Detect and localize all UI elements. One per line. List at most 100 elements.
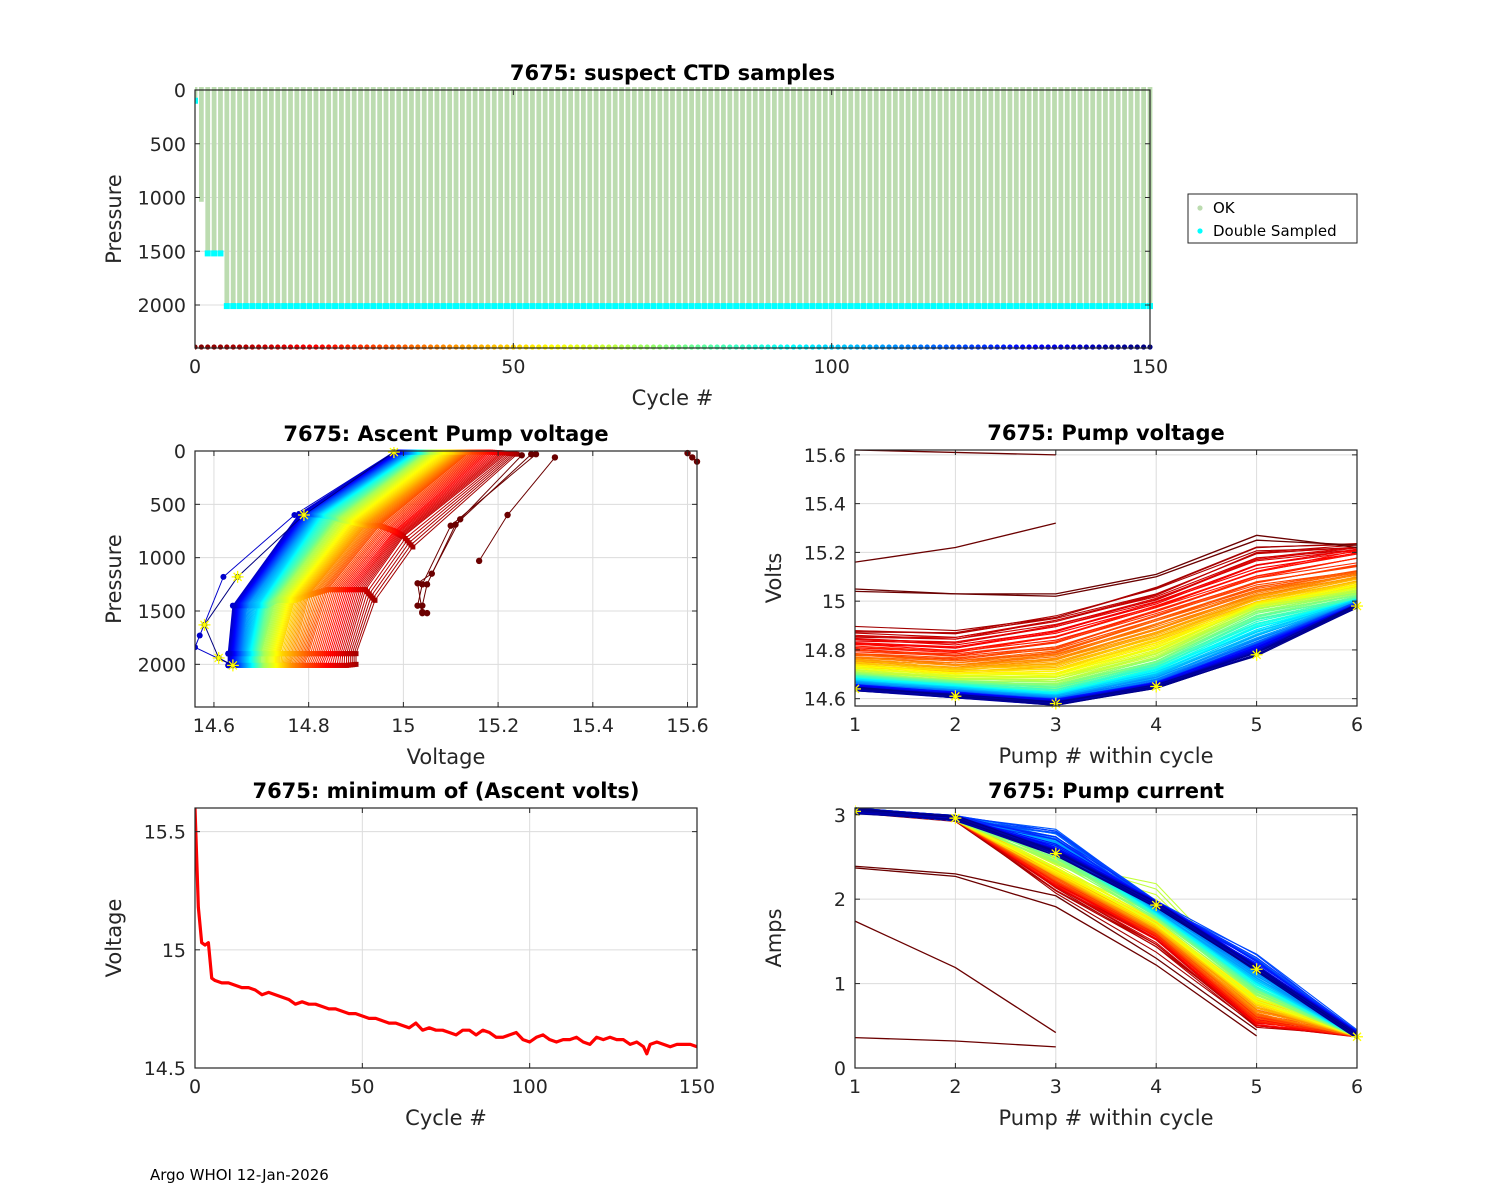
cycle-marker: [555, 344, 561, 350]
double-sampled-point: [930, 303, 937, 310]
double-sampled-point: [720, 303, 727, 310]
y-axis-label: Voltage: [102, 899, 126, 978]
ok-sample-bar: [326, 87, 332, 307]
double-sampled-point: [376, 303, 383, 310]
ascent-pump-voltage-chart: 14.6 14.8 15 15.2 15.4 15.6 0 500 1000 1500 2000 76…: [102, 422, 709, 769]
last-cycle-star-marker: [226, 659, 239, 672]
last-cycle-star-marker: [1150, 680, 1163, 693]
double-sampled-point: [745, 303, 752, 310]
cycle-marker: [377, 344, 383, 350]
double-sampled-point: [879, 303, 886, 310]
double-sampled-point: [510, 303, 517, 310]
cycle-marker: [759, 344, 765, 350]
ok-sample-bar: [243, 87, 249, 307]
double-sampled-point: [459, 303, 466, 310]
cycle-marker: [873, 344, 879, 350]
ok-sample-bar: [415, 87, 421, 307]
last-cycle-star-marker: [1150, 899, 1163, 912]
ok-sample-bar: [1103, 87, 1108, 307]
ascent-sample-point: [504, 511, 511, 519]
ok-sample-bar: [701, 87, 707, 307]
cycle-marker: [249, 344, 255, 350]
y-tick-label: 15: [822, 591, 846, 613]
chart-title: 7675: minimum of (Ascent volts): [252, 779, 639, 803]
double-sampled-point: [694, 303, 701, 310]
double-sampled-point: [994, 303, 1001, 310]
cycle-marker: [765, 344, 771, 350]
double-sampled-point: [1070, 303, 1077, 310]
cycle-marker: [523, 344, 529, 350]
cycle-marker: [542, 344, 548, 350]
double-sampled-point: [542, 303, 549, 310]
cycle-marker: [236, 344, 243, 350]
double-sampled-point: [389, 303, 396, 310]
cycle-marker: [370, 344, 376, 350]
double-sampled-point: [612, 303, 619, 310]
double-sampled-point: [752, 303, 759, 310]
cycle-marker: [326, 344, 332, 350]
cycle-marker: [771, 344, 777, 350]
ok-sample-bar: [670, 87, 675, 307]
cycle-marker: [822, 344, 828, 350]
double-sampled-point: [293, 303, 300, 310]
chart-title: 7675: suspect CTD samples: [510, 61, 835, 85]
double-sampled-point: [956, 303, 962, 310]
last-cycle-star-marker: [949, 690, 962, 703]
double-sampled-point: [981, 303, 988, 310]
ok-sample-bar: [523, 87, 529, 307]
ascent-sample-point: [419, 602, 426, 609]
double-sampled-point: [421, 303, 428, 310]
axes-box: [194, 450, 698, 708]
double-sampled-point: [1108, 303, 1115, 310]
x-tick-label: 15.4: [572, 715, 614, 737]
double-sampled-point: [1051, 303, 1058, 310]
ascent-sample-point: [414, 602, 421, 609]
cycle-marker: [319, 344, 325, 350]
ok-sample-bar: [1026, 87, 1032, 307]
cycle-marker: [211, 344, 217, 350]
cycle-marker: [994, 344, 1000, 350]
last-cycle-star-marker: [1250, 963, 1263, 976]
y-tick-label: 1500: [138, 241, 186, 263]
cycle-marker: [275, 344, 281, 350]
ok-sample-bar: [625, 87, 631, 307]
ok-sample-bar: [504, 87, 510, 307]
last-cycle-star-marker: [387, 447, 400, 459]
ok-sample-bar: [612, 87, 618, 307]
pump-voltage-line: [855, 566, 1358, 661]
ok-sample-bar: [574, 87, 580, 307]
pump-voltage-line: [855, 557, 1358, 656]
ok-sample-bar: [899, 87, 905, 307]
cycle-marker: [1083, 344, 1089, 350]
ok-sample-bar: [549, 87, 554, 307]
double-sampled-point: [440, 303, 447, 310]
pump-voltage-line: [855, 606, 1358, 704]
ok-sample-bar: [931, 87, 936, 307]
cycle-marker: [281, 344, 287, 350]
ascent-sample-point: [195, 644, 198, 651]
double-sampled-point: [567, 303, 574, 310]
double-sampled-point: [905, 303, 912, 310]
double-sampled-point: [332, 303, 339, 310]
legend-double-sampled-label: Double Sampled: [1213, 222, 1337, 240]
y-axis-label: Pressure: [102, 174, 126, 264]
axes-box: [854, 449, 1358, 707]
cycle-marker: [835, 344, 841, 350]
ok-sample-bar: [1007, 87, 1013, 307]
double-sampled-point: [873, 303, 880, 310]
pump-voltage-line: [855, 572, 1358, 659]
chart-title: 7675: Pump voltage: [987, 421, 1225, 445]
double-sampled-point: [516, 303, 523, 310]
x-tick-label: 6: [1351, 714, 1363, 736]
double-sampled-point: [892, 303, 899, 310]
double-sampled-point: [841, 303, 848, 310]
double-sampled-point: [1096, 303, 1103, 310]
pump-voltage-chart: 1 2 3 4 5 6 14.6 14.8 15 15.2 15.4 15.6 7675: Pump v…: [762, 421, 1363, 768]
double-sampled-point: [548, 303, 555, 310]
legend-ok-marker: [1197, 205, 1203, 211]
ok-sample-bar: [829, 87, 835, 307]
last-cycle-star-marker: [949, 812, 962, 825]
ok-sample-bar: [195, 87, 198, 101]
ok-sample-bar: [638, 87, 644, 307]
ok-sample-bar: [1096, 87, 1102, 307]
